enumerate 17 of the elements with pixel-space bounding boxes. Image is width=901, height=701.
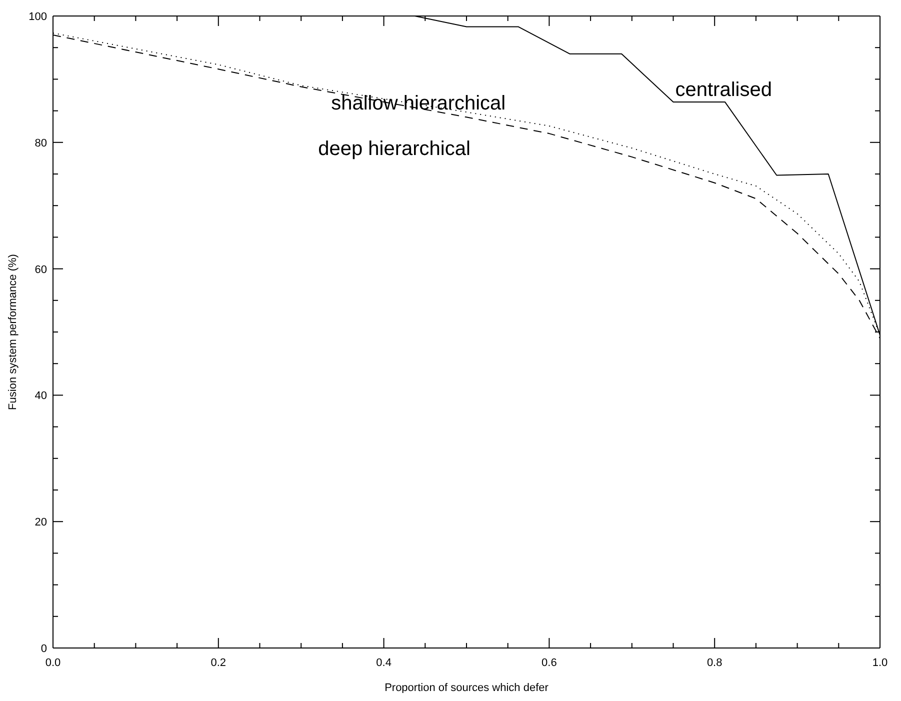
x-tick-label: 0.6 bbox=[542, 657, 557, 669]
series-label: centralised bbox=[675, 78, 772, 101]
series-label: shallow hierarchical bbox=[331, 92, 506, 115]
y-tick-label: 40 bbox=[34, 390, 47, 402]
x-tick-label: 0.2 bbox=[210, 657, 226, 669]
x-tick-label: 0.8 bbox=[706, 657, 722, 669]
y-tick-label: 20 bbox=[34, 516, 47, 529]
y-tick-label: 0 bbox=[40, 643, 47, 655]
y-tick-label: 80 bbox=[34, 137, 47, 150]
x-tick-label: 0.4 bbox=[376, 657, 392, 669]
y-tick-label: 100 bbox=[28, 11, 47, 23]
series-label: deep hierarchical bbox=[318, 138, 470, 160]
y-tick-label: 60 bbox=[34, 264, 47, 276]
x-tick-label: 0.0 bbox=[45, 657, 61, 669]
x-tick-label: 1.0 bbox=[872, 657, 888, 669]
x-axis-title: Proportion of sources which defer bbox=[384, 682, 549, 694]
y-axis-title: Fusion system performance (%) bbox=[6, 254, 19, 410]
